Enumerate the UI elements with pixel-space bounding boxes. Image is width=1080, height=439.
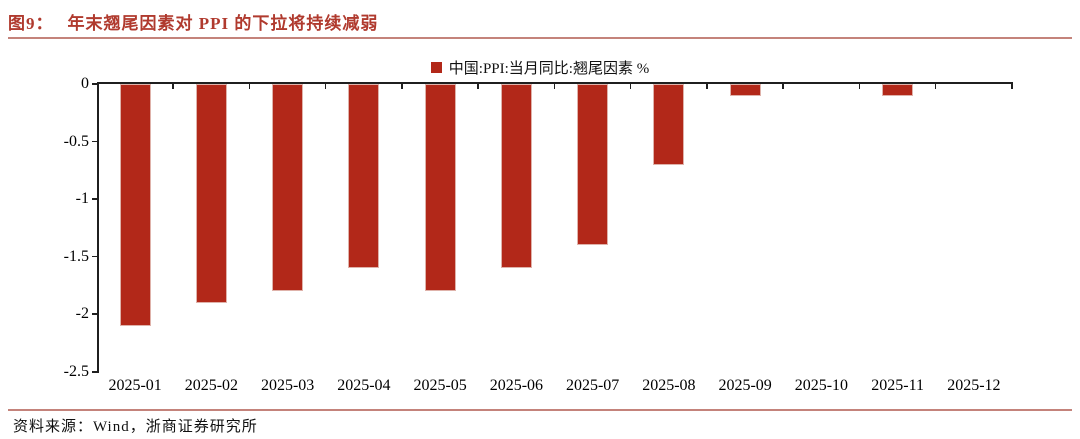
x-axis-tick — [858, 84, 860, 89]
y-axis-line — [97, 82, 99, 373]
y-axis-tick — [92, 83, 97, 85]
bar-2025-08 — [653, 84, 685, 165]
y-axis-tick — [92, 313, 97, 315]
bar-2025-06 — [500, 84, 532, 269]
x-axis-tick — [401, 84, 403, 89]
x-axis-tick — [782, 84, 784, 89]
y-axis-tick-label: -2.5 — [63, 363, 89, 380]
legend-square-icon — [430, 62, 442, 73]
bottom-divider-line — [8, 409, 1072, 411]
x-axis-label: 2025-10 — [794, 377, 849, 394]
x-axis-tick — [629, 84, 632, 89]
figure-title-text: 年末翘尾因素对 PPI 的下拉将持续减弱 — [67, 14, 379, 33]
x-axis-label: 2025-04 — [337, 377, 391, 394]
x-axis-label: 2025-05 — [413, 377, 467, 394]
title-divider-line — [8, 37, 1072, 39]
bar-2025-11 — [882, 84, 914, 96]
bar-2025-01 — [119, 84, 151, 326]
x-axis-tick — [1011, 84, 1013, 89]
x-axis-label: 2025-03 — [260, 377, 315, 394]
source-note: 资料来源：Wind，浙商证券研究所 — [13, 419, 258, 435]
bar-2025-05 — [424, 84, 456, 292]
legend-label: 中国:PPI:当月同比:翘尾因素 % — [448, 61, 650, 77]
x-axis-tick — [172, 84, 174, 89]
x-axis-tick — [477, 84, 479, 89]
x-axis-label: 2025-01 — [108, 377, 162, 394]
bar-2025-09 — [729, 84, 761, 96]
y-axis-tick — [92, 140, 97, 143]
x-axis-tick — [324, 84, 327, 89]
y-axis-tick-label: -0.5 — [63, 132, 89, 150]
y-axis-tick — [92, 255, 97, 258]
y-axis-tick — [92, 198, 97, 200]
chart-legend: 中国:PPI:当月同比:翘尾因素 % — [0, 57, 1080, 78]
y-axis-tick — [92, 371, 97, 373]
y-axis-tick-label: -1 — [75, 190, 89, 208]
x-axis-label: 2025-09 — [718, 377, 772, 394]
x-axis-zero-line — [97, 82, 1013, 84]
x-axis-label: 2025-02 — [184, 377, 239, 394]
x-axis-label: 2025-07 — [565, 377, 620, 394]
x-axis-label: 2025-06 — [489, 377, 544, 394]
bar-2025-04 — [348, 84, 380, 269]
bar-2025-07 — [577, 84, 609, 246]
bar-2025-02 — [195, 84, 227, 303]
y-axis-tick-label: -2 — [75, 305, 89, 323]
bar-2025-03 — [272, 84, 304, 292]
x-axis-tick — [248, 84, 250, 89]
x-axis-label: 2025-08 — [642, 377, 696, 394]
x-axis-tick — [934, 84, 937, 89]
y-axis-tick-label: 0 — [81, 75, 89, 92]
x-axis-label: 2025-12 — [947, 377, 1001, 394]
y-axis-tick-label: -1.5 — [63, 247, 89, 265]
x-axis-tick — [706, 84, 708, 89]
x-axis-tick — [553, 84, 555, 89]
x-axis-label: 2025-11 — [871, 377, 924, 394]
figure-number: 图9： — [8, 14, 54, 33]
figure-title: 图9： 年末翘尾因素对 PPI 的下拉将持续减弱 — [8, 9, 378, 34]
